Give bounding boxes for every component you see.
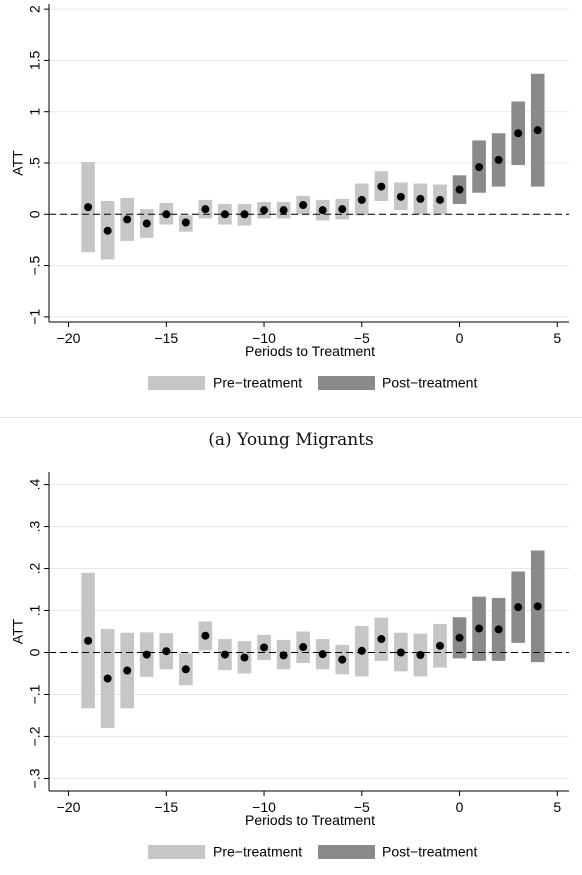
y-tick-label: −1 <box>27 309 43 325</box>
pre-treatment-estimate-point <box>299 201 308 210</box>
pre-treatment-estimate-point <box>181 218 190 227</box>
x-tick-label: −15 <box>154 799 178 815</box>
x-axis-title: Periods to Treatment <box>245 343 375 359</box>
y-tick-label: .2 <box>27 562 43 574</box>
post-treatment-estimate-point <box>494 155 503 164</box>
pre-treatment-estimate-point <box>181 665 190 674</box>
x-tick-label: 5 <box>553 330 561 346</box>
y-tick-label: −.3 <box>27 768 43 788</box>
y-tick-label: −.5 <box>27 255 43 275</box>
legend-label-post: Post−treatment <box>382 375 477 391</box>
legend-swatch-post <box>318 376 375 390</box>
x-tick-label: −10 <box>252 799 276 815</box>
pre-treatment-estimate-point <box>318 650 327 659</box>
pre-treatment-estimate-point <box>396 648 405 657</box>
pre-treatment-estimate-point <box>220 650 229 659</box>
legend-label-pre: Pre−treatment <box>213 844 302 860</box>
post-treatment-estimate-point <box>494 625 503 634</box>
pre-treatment-estimate-point <box>84 203 93 212</box>
pre-treatment-estimate-point <box>84 636 93 645</box>
pre-treatment-estimate-point <box>357 646 366 655</box>
y-tick-label: .3 <box>27 521 43 533</box>
pre-treatment-estimate-point <box>240 210 249 219</box>
pre-treatment-estimate-point <box>103 674 112 683</box>
pre-treatment-estimate-point <box>123 666 132 675</box>
x-tick-label: 0 <box>456 799 464 815</box>
event-study-chart-a: −1 −.5 0 .5 1 1.5 2 −20 −15 −10 −5 0 5 Periods to Tre… <box>10 4 569 391</box>
y-tick-label: 2 <box>27 5 43 13</box>
legend-label-post: Post−treatment <box>382 844 477 860</box>
pre-treatment-estimate-point <box>201 631 210 640</box>
y-tick-label: 1 <box>27 108 43 116</box>
pre-treatment-estimate-point <box>416 194 425 203</box>
y-tick-label: .1 <box>27 604 43 616</box>
pre-treatment-estimate-point <box>260 643 269 652</box>
y-tick-label: .5 <box>27 157 43 169</box>
x-tick-label: −10 <box>252 330 276 346</box>
post-treatment-estimate-point <box>533 126 542 135</box>
post-treatment-estimate-point <box>455 185 464 194</box>
pre-treatment-estimate-point <box>162 210 171 219</box>
panel-separator <box>0 417 582 418</box>
y-tick-label: .4 <box>27 479 43 491</box>
pre-treatment-estimate-point <box>142 650 151 659</box>
chart-panel-b: −.3 −.2 −.1 0 .1 .2 .3 .4 −20 −15 −10 −5 0 5 Periods t… <box>0 466 582 870</box>
legend-swatch-post <box>318 845 375 859</box>
x-tick-label: −5 <box>354 799 370 815</box>
pre-treatment-estimate-point <box>435 195 444 204</box>
pre-treatment-estimate-point <box>201 205 210 214</box>
post-treatment-estimate-point <box>514 129 523 138</box>
post-treatment-estimate-point <box>533 602 542 611</box>
legend-swatch-pre <box>148 376 205 390</box>
post-treatment-estimate-point <box>475 624 484 633</box>
pre-treatment-estimate-point <box>299 643 308 652</box>
y-tick-label: −.2 <box>27 726 43 746</box>
pre-treatment-estimate-point <box>396 192 405 201</box>
post-treatment-estimate-point <box>514 603 523 612</box>
pre-treatment-estimate-point <box>318 206 327 215</box>
pre-treatment-estimate-point <box>142 219 151 228</box>
y-tick-label: −.1 <box>27 684 43 704</box>
x-tick-label: −5 <box>354 330 370 346</box>
y-tick-label: 0 <box>27 648 43 656</box>
pre-treatment-estimate-point <box>240 653 249 662</box>
chart-panel-a: −1 −.5 0 .5 1 1.5 2 −20 −15 −10 −5 0 5 Periods to Tre… <box>0 0 582 410</box>
y-axis-title: ATT <box>10 618 26 644</box>
legend: Pre−treatment Post−treatment <box>148 375 477 391</box>
pre-treatment-estimate-point <box>220 210 229 219</box>
y-tick-label: 1.5 <box>27 50 43 70</box>
pre-treatment-estimate-point <box>103 226 112 235</box>
x-tick-label: −20 <box>57 330 81 346</box>
x-tick-label: 0 <box>456 330 464 346</box>
pre-treatment-estimate-point <box>279 651 288 660</box>
x-axis-title: Periods to Treatment <box>245 812 375 828</box>
pre-treatment-estimate-point <box>377 182 386 191</box>
pre-treatment-estimate-point <box>279 206 288 215</box>
x-tick-label: −15 <box>154 330 178 346</box>
pre-treatment-estimate-point <box>162 647 171 656</box>
pre-treatment-estimate-point <box>435 641 444 650</box>
pre-treatment-estimate-point <box>338 205 347 214</box>
post-treatment-estimate-point <box>455 633 464 642</box>
y-tick-label: 0 <box>27 210 43 218</box>
y-axis-title: ATT <box>10 150 26 176</box>
x-tick-label: 5 <box>553 799 561 815</box>
event-study-chart-b: −.3 −.2 −.1 0 .1 .2 .3 .4 −20 −15 −10 −5 0 5 Periods t… <box>10 472 569 860</box>
legend-swatch-pre <box>148 845 205 859</box>
pre-treatment-estimate-point <box>357 195 366 204</box>
pre-treatment-estimate-point <box>123 215 132 224</box>
pre-treatment-estimate-point <box>338 655 347 664</box>
pre-treatment-estimate-point <box>260 206 269 215</box>
post-treatment-estimate-point <box>475 163 484 172</box>
legend-label-pre: Pre−treatment <box>213 375 302 391</box>
pre-treatment-estimate-point <box>377 635 386 644</box>
pre-treatment-estimate-point <box>416 651 425 660</box>
x-tick-label: −20 <box>57 799 81 815</box>
figure-caption: (a) Young Migrants <box>208 430 374 450</box>
legend: Pre−treatment Post−treatment <box>148 844 477 860</box>
